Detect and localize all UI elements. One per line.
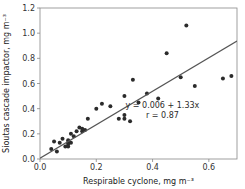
point xyxy=(122,113,126,117)
point xyxy=(165,51,169,55)
y-tick-label: 0.2 xyxy=(22,130,35,139)
fit-line xyxy=(40,41,237,158)
y-tick xyxy=(37,83,40,84)
point xyxy=(75,129,79,133)
y-tick xyxy=(37,33,40,34)
point xyxy=(61,137,65,141)
annotation: y = 0.006 + 1.33x xyxy=(126,101,200,110)
x-tick xyxy=(40,159,41,162)
x-tick-label: 0.0 xyxy=(34,163,47,172)
y-tick-label: 0.8 xyxy=(22,54,35,63)
x-tick-label: 0.2 xyxy=(90,163,103,172)
point xyxy=(55,149,59,153)
y-tick-label: 1.2 xyxy=(22,4,35,13)
point xyxy=(100,102,104,106)
point xyxy=(221,76,225,80)
point xyxy=(117,117,121,121)
point xyxy=(52,139,56,143)
y-tick xyxy=(37,108,40,109)
y-tick xyxy=(37,159,40,160)
point xyxy=(229,74,233,78)
point xyxy=(184,24,188,28)
x-tick-label: 0.4 xyxy=(146,163,159,172)
x-axis-label: Respirable cyclone, mg m⁻³ xyxy=(83,177,194,186)
x-tick xyxy=(96,159,97,162)
point xyxy=(122,117,126,121)
point xyxy=(131,78,135,82)
y-tick-label: 0.6 xyxy=(22,80,35,89)
plot-frame xyxy=(40,8,237,159)
y-tick xyxy=(37,133,40,134)
y-tick-label: 0.0 xyxy=(22,155,35,164)
annotation: r = 0.87 xyxy=(146,111,179,120)
point xyxy=(122,94,126,98)
point xyxy=(193,84,197,88)
y-tick xyxy=(37,58,40,59)
point xyxy=(58,141,62,145)
x-tick xyxy=(208,159,209,162)
point xyxy=(108,104,112,108)
y-tick-label: 1.0 xyxy=(22,29,35,38)
point xyxy=(86,117,90,121)
plot-area xyxy=(40,24,237,159)
point xyxy=(94,107,98,111)
x-tick xyxy=(152,159,153,162)
point xyxy=(128,119,132,123)
y-tick xyxy=(37,8,40,9)
y-tick-label: 0.4 xyxy=(22,105,35,114)
x-tick-label: 0.6 xyxy=(202,163,215,172)
y-axis-label: Sioutas cascade impactor, mg m⁻³ xyxy=(2,14,11,153)
chart: 0.0 0.2 0.4 0.6 0.0 0.2 0.4 0.6 0.8 1.0 1.2 Respira… xyxy=(0,0,245,189)
